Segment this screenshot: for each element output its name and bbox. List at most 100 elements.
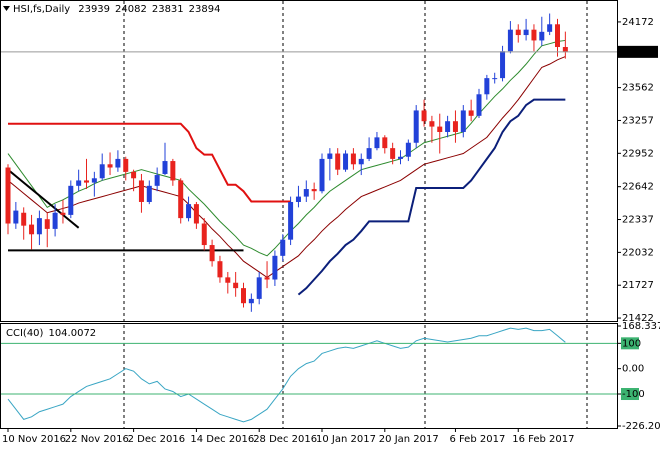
candle-body — [500, 51, 506, 79]
y-tick-label: 23562 — [622, 83, 654, 94]
x-tick-label: 10 Jan 2017 — [316, 434, 376, 445]
y-tick-label: 21422 — [622, 313, 654, 324]
candle-body — [405, 142, 411, 157]
candle-body — [44, 219, 50, 229]
y-tick-label: 23257 — [622, 115, 654, 126]
candle-body — [492, 78, 498, 80]
candle-body — [201, 223, 207, 246]
candle-body — [319, 158, 325, 192]
candle-body — [248, 298, 254, 304]
candle-body — [272, 255, 278, 280]
candle-body — [555, 24, 560, 48]
candle-body — [123, 158, 129, 172]
chart-title: HSI,fs,Daily — [13, 4, 70, 15]
candle-body — [382, 137, 388, 149]
candle-body — [413, 110, 419, 143]
x-tick-label: 28 Dec 2016 — [253, 434, 317, 445]
candle-body — [162, 161, 168, 174]
candle-body — [562, 47, 568, 52]
candle-body — [445, 121, 451, 132]
candle-body — [36, 218, 42, 235]
candle-body — [507, 29, 513, 52]
candle-body — [241, 288, 246, 304]
candle-body — [225, 277, 231, 283]
candle-body — [21, 212, 27, 226]
level-label-box — [621, 337, 639, 350]
candle-body — [374, 137, 380, 149]
cci-value: 104.0072 — [48, 328, 96, 339]
candle-body — [233, 282, 239, 289]
x-tick-label: 14 Dec 2016 — [190, 434, 254, 445]
candle-body — [515, 29, 521, 36]
candle-body — [421, 110, 427, 122]
y-tick-label: 24172 — [622, 17, 654, 28]
period-separators — [123, 1, 588, 428]
cci-line — [7, 327, 566, 423]
candle-body — [460, 110, 466, 132]
last-price-box — [618, 45, 658, 58]
candle-body — [429, 121, 435, 127]
indicator-line — [7, 39, 566, 257]
indicator-line — [7, 168, 80, 229]
x-tick-label: 6 Feb 2017 — [449, 434, 505, 445]
y-tick-label: 22337 — [622, 215, 654, 226]
x-tick-label: 2 Dec 2016 — [128, 434, 186, 445]
candle-body — [138, 180, 144, 202]
cci-title: CCI(40) — [6, 328, 44, 339]
y-tick-label: -100 — [622, 389, 645, 400]
candle-body — [193, 204, 199, 224]
y-tick-label: -226.2077 — [622, 421, 660, 432]
candle-body — [366, 148, 372, 159]
candle-body — [29, 224, 35, 235]
menu-icon[interactable] — [3, 6, 10, 11]
indicator-line — [8, 122, 291, 203]
candle-body — [531, 29, 537, 41]
y-tick-label: 100 — [622, 338, 641, 349]
y-tick-label: 22032 — [622, 247, 654, 258]
candle-body — [76, 180, 82, 186]
candle-body — [343, 153, 349, 170]
y-tick-label: 0.00 — [622, 364, 644, 375]
cci-panel-frame — [0, 323, 618, 429]
cci-header: CCI(40) 104.0072 — [6, 328, 96, 339]
candle-body — [68, 185, 74, 215]
candle-body — [217, 261, 223, 278]
main-header: HSI,fs,Daily 23939 24082 23831 23894 — [13, 4, 220, 15]
high-value: 24082 — [115, 4, 147, 15]
candle-body — [264, 277, 270, 280]
candle-body — [13, 210, 19, 224]
candle-body — [186, 204, 192, 219]
candle-body — [60, 212, 66, 215]
y-tick-label: 168.3379 — [622, 321, 660, 332]
candle-body — [5, 167, 11, 224]
indicator-line — [297, 98, 566, 296]
candle-body — [303, 189, 309, 197]
candle-body — [452, 121, 458, 132]
candle-body — [523, 29, 529, 36]
candle-body — [146, 185, 152, 202]
candle-body — [547, 24, 553, 32]
low-value: 23831 — [152, 4, 184, 15]
candle-body — [476, 94, 482, 116]
candle-body — [437, 126, 443, 132]
main-panel-frame — [0, 0, 618, 322]
candle-body — [327, 153, 333, 159]
candle-body — [295, 196, 301, 202]
candle-body — [84, 180, 89, 183]
open-value: 23939 — [78, 4, 110, 15]
candle-body — [91, 178, 97, 183]
last-price-label: 23894 — [622, 47, 654, 58]
x-tick-label: 16 Feb 2017 — [512, 434, 574, 445]
candle-body — [170, 161, 176, 181]
candle-body — [398, 156, 403, 159]
candle-body — [468, 110, 474, 116]
y-tick-label: 22642 — [622, 182, 654, 193]
candle-body — [350, 153, 356, 165]
close-value: 23894 — [189, 4, 221, 15]
candle-body — [209, 245, 215, 262]
y-tick-label: 22952 — [622, 148, 654, 159]
candle-body — [280, 239, 286, 256]
